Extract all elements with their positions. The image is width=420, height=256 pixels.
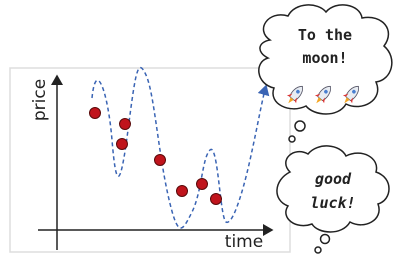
point <box>211 194 222 205</box>
bubble-text: To the <box>298 26 352 44</box>
point <box>120 119 131 130</box>
cloud-dot <box>315 247 321 253</box>
point <box>117 139 128 150</box>
chart-panel <box>10 68 290 252</box>
page: {"axes": {"y_label": "price", "x_label":… <box>0 0 420 256</box>
point <box>197 179 208 190</box>
point <box>90 108 101 119</box>
point <box>177 186 188 197</box>
bubble-text: moon! <box>302 49 347 67</box>
point <box>155 155 166 166</box>
bubble-text: luck! <box>310 194 355 212</box>
x-axis-label: time <box>225 232 263 252</box>
cloud-dot <box>295 121 305 131</box>
cloud-dot <box>321 235 330 244</box>
illustration: price time To the moon! good luck! <box>0 0 420 256</box>
y-axis-label: price <box>30 79 50 121</box>
cloud-dot <box>289 136 295 142</box>
bubble-text: good <box>315 170 352 188</box>
cloud <box>277 146 389 232</box>
